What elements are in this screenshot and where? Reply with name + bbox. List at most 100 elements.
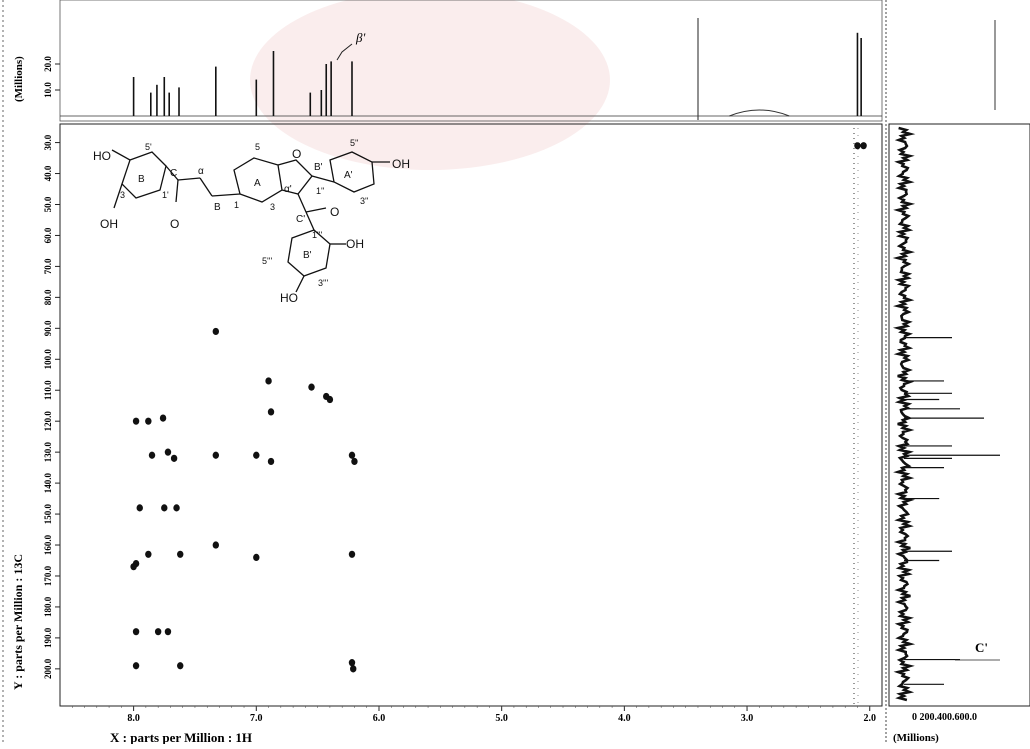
cross-peak bbox=[212, 327, 220, 336]
top-projection-frame bbox=[59, 0, 883, 122]
label-o-c: O bbox=[330, 205, 339, 219]
watermark-seal bbox=[250, 0, 610, 170]
label-oh-b-prime: OH bbox=[346, 237, 364, 251]
cross-peak bbox=[161, 504, 168, 512]
beta-prime-leader bbox=[336, 43, 353, 61]
cross-peak bbox=[351, 457, 358, 466]
x-tick-label: 6.0 bbox=[373, 713, 386, 724]
cross-peak bbox=[854, 142, 861, 150]
top-tick-label: 10.0 bbox=[43, 82, 53, 98]
cross-peak bbox=[253, 451, 260, 459]
cross-peak bbox=[212, 541, 220, 549]
side-projection-ticks: 0 200.400.600.0 bbox=[912, 712, 977, 723]
top-projection-ticks: 10.0 20.0 bbox=[43, 56, 60, 98]
side-projection-axis-label: (Millions) bbox=[893, 732, 939, 744]
cross-peak bbox=[148, 451, 156, 459]
cross-peak bbox=[164, 628, 172, 636]
cross-peak bbox=[177, 662, 184, 670]
cross-peak bbox=[170, 454, 178, 462]
cross-peak bbox=[265, 377, 272, 385]
cross-peak bbox=[173, 504, 180, 512]
y-tick-label: 80.0 bbox=[43, 289, 53, 305]
cross-peak bbox=[267, 457, 275, 466]
side-projection-frame bbox=[888, 123, 1030, 707]
label-alpha: α bbox=[198, 166, 204, 177]
top-tick-label: 20.0 bbox=[43, 56, 53, 72]
y-tick-label: 60.0 bbox=[43, 227, 53, 243]
y-tick-label: 30.0 bbox=[43, 134, 53, 150]
cross-peak bbox=[132, 662, 140, 670]
cross-peak bbox=[860, 142, 867, 150]
label-ring-a-prime: A' bbox=[344, 170, 353, 181]
label-ho-b-prime: HO bbox=[280, 291, 298, 305]
label-5pp: 5'' bbox=[350, 138, 359, 148]
cross-peak bbox=[130, 563, 137, 571]
label-1pp: 1'' bbox=[316, 186, 325, 196]
label-1p: 1' bbox=[162, 190, 169, 200]
label-b-prime: B' bbox=[314, 162, 323, 173]
y-tick-label: 110.0 bbox=[43, 380, 53, 400]
cross-peak bbox=[145, 417, 152, 425]
cross-peak bbox=[267, 408, 275, 416]
label-c-prime: C' bbox=[296, 214, 305, 225]
molecule-labels: HO 5' B 3 1' C α B OH O 5 A 1 3 O B' α' … bbox=[93, 138, 410, 305]
y-tick-label: 100.0 bbox=[43, 349, 53, 370]
label-o: O bbox=[170, 217, 179, 231]
label-3ppp: 3''' bbox=[318, 278, 328, 288]
y-tick-label: 140.0 bbox=[43, 472, 53, 493]
beta-prime-annotation: β' bbox=[355, 30, 365, 45]
c-prime-annotation: C' bbox=[975, 640, 988, 655]
cross-peak bbox=[136, 504, 143, 512]
y-tick-label: 180.0 bbox=[43, 596, 53, 617]
cross-peak bbox=[177, 550, 184, 558]
top-projection bbox=[60, 32, 882, 117]
label-3pp: 3'' bbox=[360, 196, 369, 206]
cross-peaks bbox=[130, 142, 867, 673]
y-tick-label: 170.0 bbox=[43, 565, 53, 586]
x-axis-ticks: 8.0 7.0 6.0 5.0 4.0 3.0 2.0 bbox=[72, 706, 876, 724]
label-o-furan: O bbox=[292, 147, 301, 161]
cross-peak bbox=[164, 448, 172, 456]
label-5: 5 bbox=[255, 142, 260, 152]
y-tick-label: 190.0 bbox=[43, 627, 53, 648]
x-axis-label: X : parts per Million : 1H bbox=[110, 730, 252, 744]
label-oh-a-prime: OH bbox=[392, 157, 410, 171]
cross-peak bbox=[154, 628, 162, 636]
x-tick-label: 5.0 bbox=[495, 713, 508, 724]
molecule-structure bbox=[111, 149, 390, 293]
side-projection bbox=[892, 126, 1000, 702]
label-ring-a: A bbox=[254, 178, 261, 189]
y-tick-label: 120.0 bbox=[43, 411, 53, 432]
y-tick-label: 50.0 bbox=[43, 196, 53, 212]
y-axis-label: Y : parts per Million : 13C bbox=[11, 554, 25, 690]
y-tick-label: 160.0 bbox=[43, 534, 53, 555]
cross-peak bbox=[145, 550, 152, 558]
main-plot-frame bbox=[59, 123, 883, 707]
cross-peak bbox=[212, 451, 220, 459]
label-beta: B bbox=[214, 202, 221, 213]
y-tick-label: 40.0 bbox=[43, 165, 53, 181]
y-tick-label: 130.0 bbox=[43, 442, 53, 463]
label-3: 3 bbox=[120, 190, 125, 200]
x-tick-label: 2.0 bbox=[863, 713, 876, 724]
cross-peak bbox=[132, 628, 140, 636]
cross-peak bbox=[348, 451, 356, 459]
label-1ppp: 1''' bbox=[312, 230, 322, 240]
cross-peak bbox=[326, 395, 334, 404]
top-projection-hump bbox=[729, 109, 790, 117]
cross-peak bbox=[350, 665, 357, 673]
y-tick-label: 150.0 bbox=[43, 503, 53, 524]
label-c: C bbox=[170, 168, 177, 179]
side-projection-trace bbox=[892, 126, 916, 702]
cross-peak bbox=[132, 417, 140, 425]
label-3a: 3 bbox=[270, 202, 275, 212]
cross-peak bbox=[253, 553, 260, 562]
x-tick-label: 8.0 bbox=[127, 713, 140, 724]
label-oh: OH bbox=[100, 217, 118, 231]
label-5ppp: 5''' bbox=[262, 256, 272, 266]
cross-peak bbox=[159, 414, 167, 422]
y-tick-label: 90.0 bbox=[43, 320, 53, 336]
cross-peak bbox=[308, 383, 315, 391]
x-tick-label: 3.0 bbox=[741, 713, 754, 724]
